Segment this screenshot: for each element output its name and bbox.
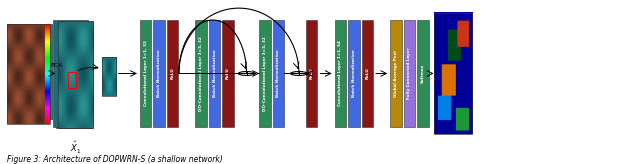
Bar (43, 96, 45, 110)
Bar (404, 20, 415, 127)
Text: Fully Connected Layer: Fully Connected Layer (408, 48, 412, 99)
Text: $\hat{X}_1$: $\hat{X}_1$ (70, 140, 81, 156)
Bar (45, 24, 52, 119)
Text: Softmax: Softmax (421, 64, 425, 83)
Bar (335, 20, 346, 127)
Bar (306, 20, 317, 127)
Text: Convolutional Layer 1×1, 64: Convolutional Layer 1×1, 64 (339, 41, 342, 106)
Bar (102, 57, 116, 96)
Bar (56, 21, 91, 128)
Text: Batch Normalization: Batch Normalization (157, 50, 161, 97)
Bar (58, 21, 93, 128)
Bar (43, 67, 45, 81)
Bar (434, 13, 472, 134)
Bar (348, 20, 360, 127)
Bar (209, 20, 220, 127)
Bar (273, 20, 284, 127)
Bar (7, 24, 50, 124)
Bar (43, 81, 45, 96)
Text: Convolutional Layer 1×1, 32: Convolutional Layer 1×1, 32 (143, 41, 148, 106)
Bar (58, 21, 93, 128)
Bar (154, 20, 165, 127)
Bar (362, 20, 373, 127)
Bar (43, 110, 45, 124)
Text: Batch Normalization: Batch Normalization (212, 50, 216, 97)
Bar (43, 53, 45, 67)
Text: Batch Normalization: Batch Normalization (352, 50, 356, 97)
Text: ReLU: ReLU (365, 68, 369, 79)
Bar (68, 72, 76, 88)
Text: ReLU: ReLU (170, 68, 175, 79)
Text: PCA: PCA (51, 62, 63, 68)
Text: DO-Convolutional Layer 3×3, 32: DO-Convolutional Layer 3×3, 32 (199, 36, 204, 111)
Bar (53, 20, 88, 127)
Text: Figure 3: Architecture of DOPWRN-S (a shallow network): Figure 3: Architecture of DOPWRN-S (a sh… (7, 155, 223, 164)
Text: DO-Convolutional Layer 3×3, 32: DO-Convolutional Layer 3×3, 32 (263, 36, 267, 111)
Text: Batch Normalization: Batch Normalization (276, 50, 280, 97)
Bar (259, 20, 271, 127)
Bar (43, 24, 45, 39)
Bar (195, 20, 207, 127)
Bar (222, 20, 234, 127)
Bar (417, 20, 429, 127)
Bar (390, 20, 402, 127)
Text: ReLU: ReLU (226, 68, 230, 79)
Text: ReLU: ReLU (310, 68, 314, 79)
Text: Global Average Pool: Global Average Pool (394, 50, 398, 97)
Bar (167, 20, 178, 127)
Bar (140, 20, 152, 127)
Bar (43, 39, 45, 53)
